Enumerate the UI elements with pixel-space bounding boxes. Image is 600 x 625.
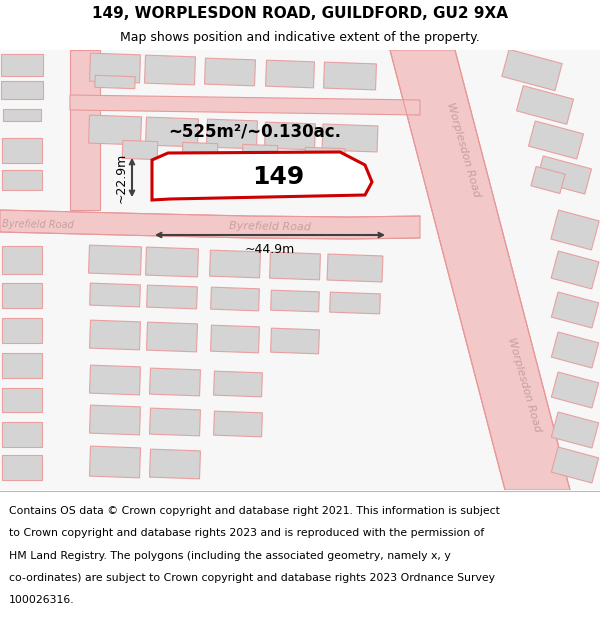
Text: ~22.9m: ~22.9m (115, 152, 128, 202)
Polygon shape (89, 53, 140, 83)
Polygon shape (551, 447, 599, 483)
Polygon shape (211, 287, 259, 311)
Polygon shape (2, 170, 42, 190)
Text: ~44.9m: ~44.9m (245, 243, 295, 256)
Polygon shape (551, 412, 599, 448)
Polygon shape (182, 142, 218, 162)
Polygon shape (269, 252, 320, 280)
Polygon shape (266, 60, 314, 88)
Polygon shape (149, 408, 200, 436)
Polygon shape (536, 156, 592, 194)
Text: HM Land Registry. The polygons (including the associated geometry, namely x, y: HM Land Registry. The polygons (includin… (9, 551, 451, 561)
Polygon shape (323, 62, 376, 90)
Polygon shape (122, 141, 158, 159)
Polygon shape (145, 55, 196, 85)
Polygon shape (1, 54, 43, 76)
Polygon shape (149, 449, 200, 479)
Polygon shape (271, 290, 319, 312)
Polygon shape (2, 388, 42, 412)
Polygon shape (551, 332, 599, 368)
Polygon shape (271, 328, 319, 354)
Polygon shape (152, 152, 372, 200)
Text: Worplesdon Road: Worplesdon Road (506, 336, 542, 434)
Polygon shape (89, 446, 140, 478)
Polygon shape (327, 254, 383, 282)
Polygon shape (517, 86, 574, 124)
Polygon shape (305, 148, 345, 165)
Polygon shape (265, 122, 316, 150)
Text: 149: 149 (252, 165, 304, 189)
Polygon shape (551, 372, 599, 408)
Polygon shape (2, 422, 42, 447)
Polygon shape (206, 119, 257, 149)
Polygon shape (146, 322, 197, 352)
Polygon shape (70, 95, 420, 115)
Polygon shape (531, 166, 565, 194)
Polygon shape (214, 411, 262, 437)
Polygon shape (2, 282, 42, 308)
Text: Byrefield Road: Byrefield Road (229, 221, 311, 232)
Polygon shape (205, 58, 256, 86)
Polygon shape (95, 75, 135, 89)
Text: to Crown copyright and database rights 2023 and is reproduced with the permissio: to Crown copyright and database rights 2… (9, 529, 484, 539)
Text: Map shows position and indicative extent of the property.: Map shows position and indicative extent… (120, 31, 480, 44)
Polygon shape (89, 365, 140, 395)
Polygon shape (3, 109, 41, 121)
Polygon shape (2, 456, 42, 481)
Text: 100026316.: 100026316. (9, 595, 74, 605)
Text: 149, WORPLESDON ROAD, GUILDFORD, GU2 9XA: 149, WORPLESDON ROAD, GUILDFORD, GU2 9XA (92, 6, 508, 21)
Polygon shape (2, 138, 42, 162)
Polygon shape (70, 50, 100, 210)
Polygon shape (146, 285, 197, 309)
Polygon shape (329, 292, 380, 314)
Polygon shape (149, 368, 200, 396)
Text: Byrefield Road: Byrefield Road (2, 219, 74, 231)
Polygon shape (146, 117, 199, 147)
Polygon shape (2, 318, 42, 342)
Polygon shape (214, 371, 262, 397)
Polygon shape (502, 49, 562, 91)
Polygon shape (2, 246, 42, 274)
Text: co-ordinates) are subject to Crown copyright and database rights 2023 Ordnance S: co-ordinates) are subject to Crown copyr… (9, 573, 495, 583)
Text: Worplesdon Road: Worplesdon Road (445, 101, 481, 199)
Polygon shape (146, 247, 199, 277)
Text: ~525m²/~0.130ac.: ~525m²/~0.130ac. (169, 123, 341, 141)
Polygon shape (89, 283, 140, 307)
Polygon shape (322, 124, 378, 152)
Polygon shape (209, 250, 260, 278)
Polygon shape (551, 292, 599, 328)
Polygon shape (242, 144, 278, 164)
Polygon shape (0, 50, 600, 490)
Polygon shape (390, 50, 570, 490)
Polygon shape (0, 210, 420, 239)
Polygon shape (89, 245, 142, 275)
Text: Contains OS data © Crown copyright and database right 2021. This information is : Contains OS data © Crown copyright and d… (9, 506, 500, 516)
Polygon shape (211, 325, 259, 353)
Polygon shape (2, 352, 42, 377)
Polygon shape (551, 251, 599, 289)
Polygon shape (89, 115, 142, 145)
Polygon shape (551, 210, 599, 250)
Polygon shape (529, 121, 584, 159)
Polygon shape (1, 81, 43, 99)
Polygon shape (89, 320, 140, 350)
Polygon shape (89, 405, 140, 435)
